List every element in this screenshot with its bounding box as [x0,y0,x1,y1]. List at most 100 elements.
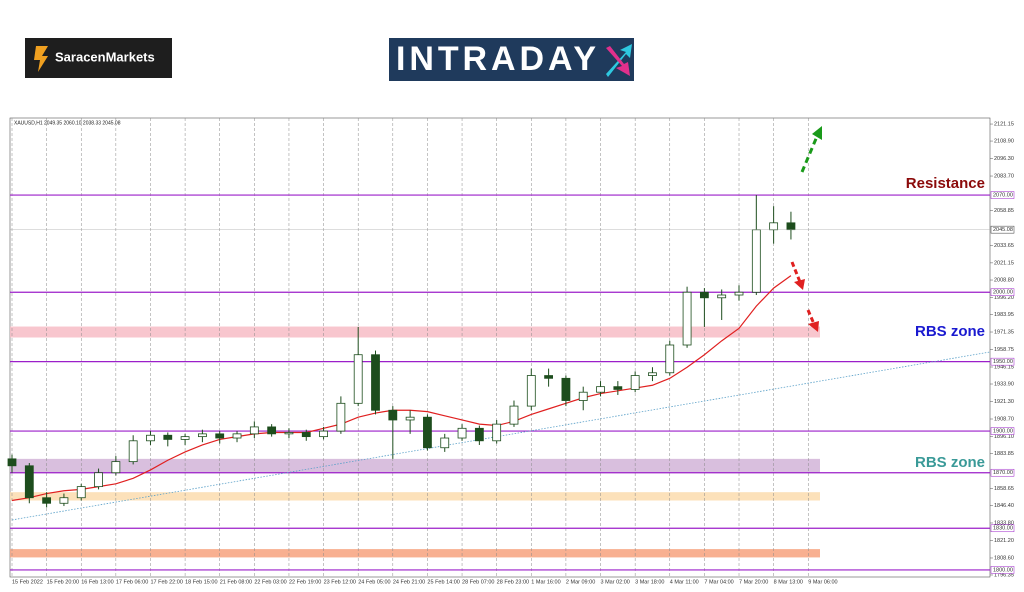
y-tick-label: 1933.90 [994,381,1014,387]
arrow-down [806,309,816,325]
candle-body [353,354,363,404]
x-tick-label: 15 Feb 20:00 [47,579,79,585]
candle-body [648,372,657,376]
level-label-box [990,191,1015,199]
candle-body [319,430,328,438]
candle-body [717,294,727,299]
candle-body [492,423,502,442]
candle-body [371,354,380,411]
candle-body [42,497,52,504]
y-tick-label: 1946.15 [994,364,1014,370]
candle-body [215,433,225,439]
banner-arrow-down [606,46,630,76]
y-tick-label: 2083.70 [994,173,1014,179]
level-label-box [990,468,1015,477]
x-tick-label: 25 Feb 14:00 [427,579,459,585]
zone [10,492,820,501]
price-label: 2045.08 [993,227,1013,233]
candle-body [423,416,432,449]
candle-body [509,405,519,425]
x-tick-label: 17 Feb 22:00 [150,579,182,585]
y-tick-label: 1996.20 [994,295,1014,301]
y-tick-label: 1808.60 [994,555,1014,561]
candle-body [94,472,103,488]
x-tick-label: 28 Feb 23:00 [497,579,529,585]
candle-body [146,434,155,442]
y-tick-label: 1858.65 [994,486,1014,492]
level-label: 2000.00 [993,290,1013,296]
zone [10,326,820,338]
x-tick-label: 18 Feb 15:00 [185,579,217,585]
level-label-box [990,566,1015,574]
level-label-box [990,427,1015,435]
banner-text: INTRADAY [396,40,596,78]
x-tick-label: 3 Mar 02:00 [601,579,630,585]
y-tick-label: 2033.65 [994,243,1014,249]
candle-body [561,377,571,401]
y-tick-label: 2121.15 [994,121,1014,127]
x-tick-label: 7 Mar 20:00 [739,579,768,585]
banner-box [389,38,634,81]
annotation: RBS zone [915,323,985,340]
x-tick-label: 28 Feb 07:00 [462,579,494,585]
level-label: 1870.00 [993,470,1013,476]
x-tick-label: 24 Feb 21:00 [393,579,425,585]
candle-body [111,461,121,474]
price-box [990,225,1015,234]
x-tick-label: 2 Mar 09:00 [566,579,595,585]
y-tick-label: 1896.10 [994,434,1014,440]
arrow-head [808,321,819,332]
candle-body [76,486,86,499]
y-tick-label: 1908.70 [994,416,1014,422]
logo-box [25,38,172,78]
level-label-box [990,357,1015,366]
plot-frame [9,117,991,578]
annotation: RBS zone [915,454,985,471]
level-label-box [990,288,1015,296]
x-tick-label: 8 Mar 13:00 [774,579,803,585]
x-tick-label: 17 Feb 06:00 [116,579,148,585]
y-tick-label: 1821.20 [994,538,1014,544]
candle-body [284,432,294,435]
x-tick-label: 24 Feb 05:00 [358,579,390,585]
y-tick-label: 1833.80 [994,520,1014,526]
arrow-head [794,279,805,290]
y-tick-label: 1958.75 [994,347,1014,353]
x-tick-label: 15 Feb 2022 [12,579,43,585]
candle-body [769,222,779,231]
candle-body [180,436,190,440]
y-tick-label: 1883.85 [994,451,1014,457]
y-tick-label: 2008.80 [994,277,1014,283]
y-tick-label: 1921.30 [994,399,1014,405]
level-label: 2070.00 [993,193,1013,199]
level-label: 1800.00 [993,567,1013,573]
candle-body [128,440,138,463]
arrow-up [800,133,820,173]
candle-body [578,391,588,401]
x-tick-label: 22 Feb 19:00 [289,579,321,585]
candle-body [596,386,605,393]
y-tick-label: 1796.35 [994,572,1014,578]
x-tick-label: 16 Feb 13:00 [81,579,113,585]
arrow-down [790,261,802,283]
x-tick-label: 22 Feb 03:00 [254,579,286,585]
y-tick-label: 2058.85 [994,208,1014,214]
zone [10,458,820,473]
candle-body [526,375,536,407]
y-tick-label: 2021.15 [994,260,1014,266]
level-label: 1950.00 [993,359,1013,365]
candle-body [665,344,675,374]
zone [10,549,820,558]
y-tick-label: 1971.35 [994,329,1014,335]
logo-icon [34,46,48,72]
candle-body [163,434,173,440]
candle-body [198,433,207,438]
candle-body [59,497,69,504]
x-tick-label: 21 Feb 08:00 [220,579,252,585]
candle-body [734,291,744,296]
level-label-box [990,524,1015,533]
x-tick-label: 1 Mar 16:00 [531,579,560,585]
candle-body [682,291,692,346]
